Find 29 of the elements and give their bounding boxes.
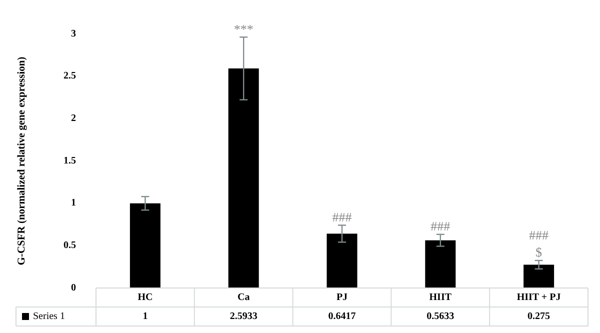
bar bbox=[425, 240, 456, 288]
x-tick-label: HIIT + PJ bbox=[516, 292, 561, 303]
x-tick-label: Ca bbox=[237, 292, 250, 303]
bar bbox=[130, 203, 160, 288]
data-label: 2.5933 bbox=[230, 310, 258, 322]
y-tick-label: 2.5 bbox=[64, 70, 76, 82]
x-tick-label: HC bbox=[138, 292, 153, 303]
data-label: 1 bbox=[142, 310, 148, 322]
annotation: ### bbox=[430, 218, 451, 234]
data-label: 0.275 bbox=[528, 310, 550, 322]
y-axis-title: G-CSFR (normalized relative gene expression) bbox=[16, 56, 28, 266]
legend-label: Series 1 bbox=[33, 310, 65, 322]
y-tick-label: 0 bbox=[71, 282, 76, 294]
y-tick-label: 2 bbox=[71, 112, 76, 124]
bar bbox=[228, 68, 259, 288]
x-tick-label: PJ bbox=[336, 292, 348, 303]
annotation: $ bbox=[536, 244, 543, 260]
annotation: ### bbox=[332, 209, 352, 224]
y-tick-label: 1.5 bbox=[64, 155, 76, 166]
bar bbox=[524, 264, 554, 288]
y-tick-label: 3 bbox=[71, 28, 76, 40]
x-tick-label: HIIT bbox=[429, 292, 452, 303]
data-label: 0.6417 bbox=[328, 310, 356, 322]
y-tick-label: 0.5 bbox=[64, 240, 76, 251]
annotation: *** bbox=[234, 21, 254, 36]
y-tick-label: 1 bbox=[71, 198, 76, 209]
bar bbox=[326, 234, 358, 288]
annotation: ### bbox=[529, 227, 550, 242]
data-label: 0.5633 bbox=[426, 310, 454, 322]
